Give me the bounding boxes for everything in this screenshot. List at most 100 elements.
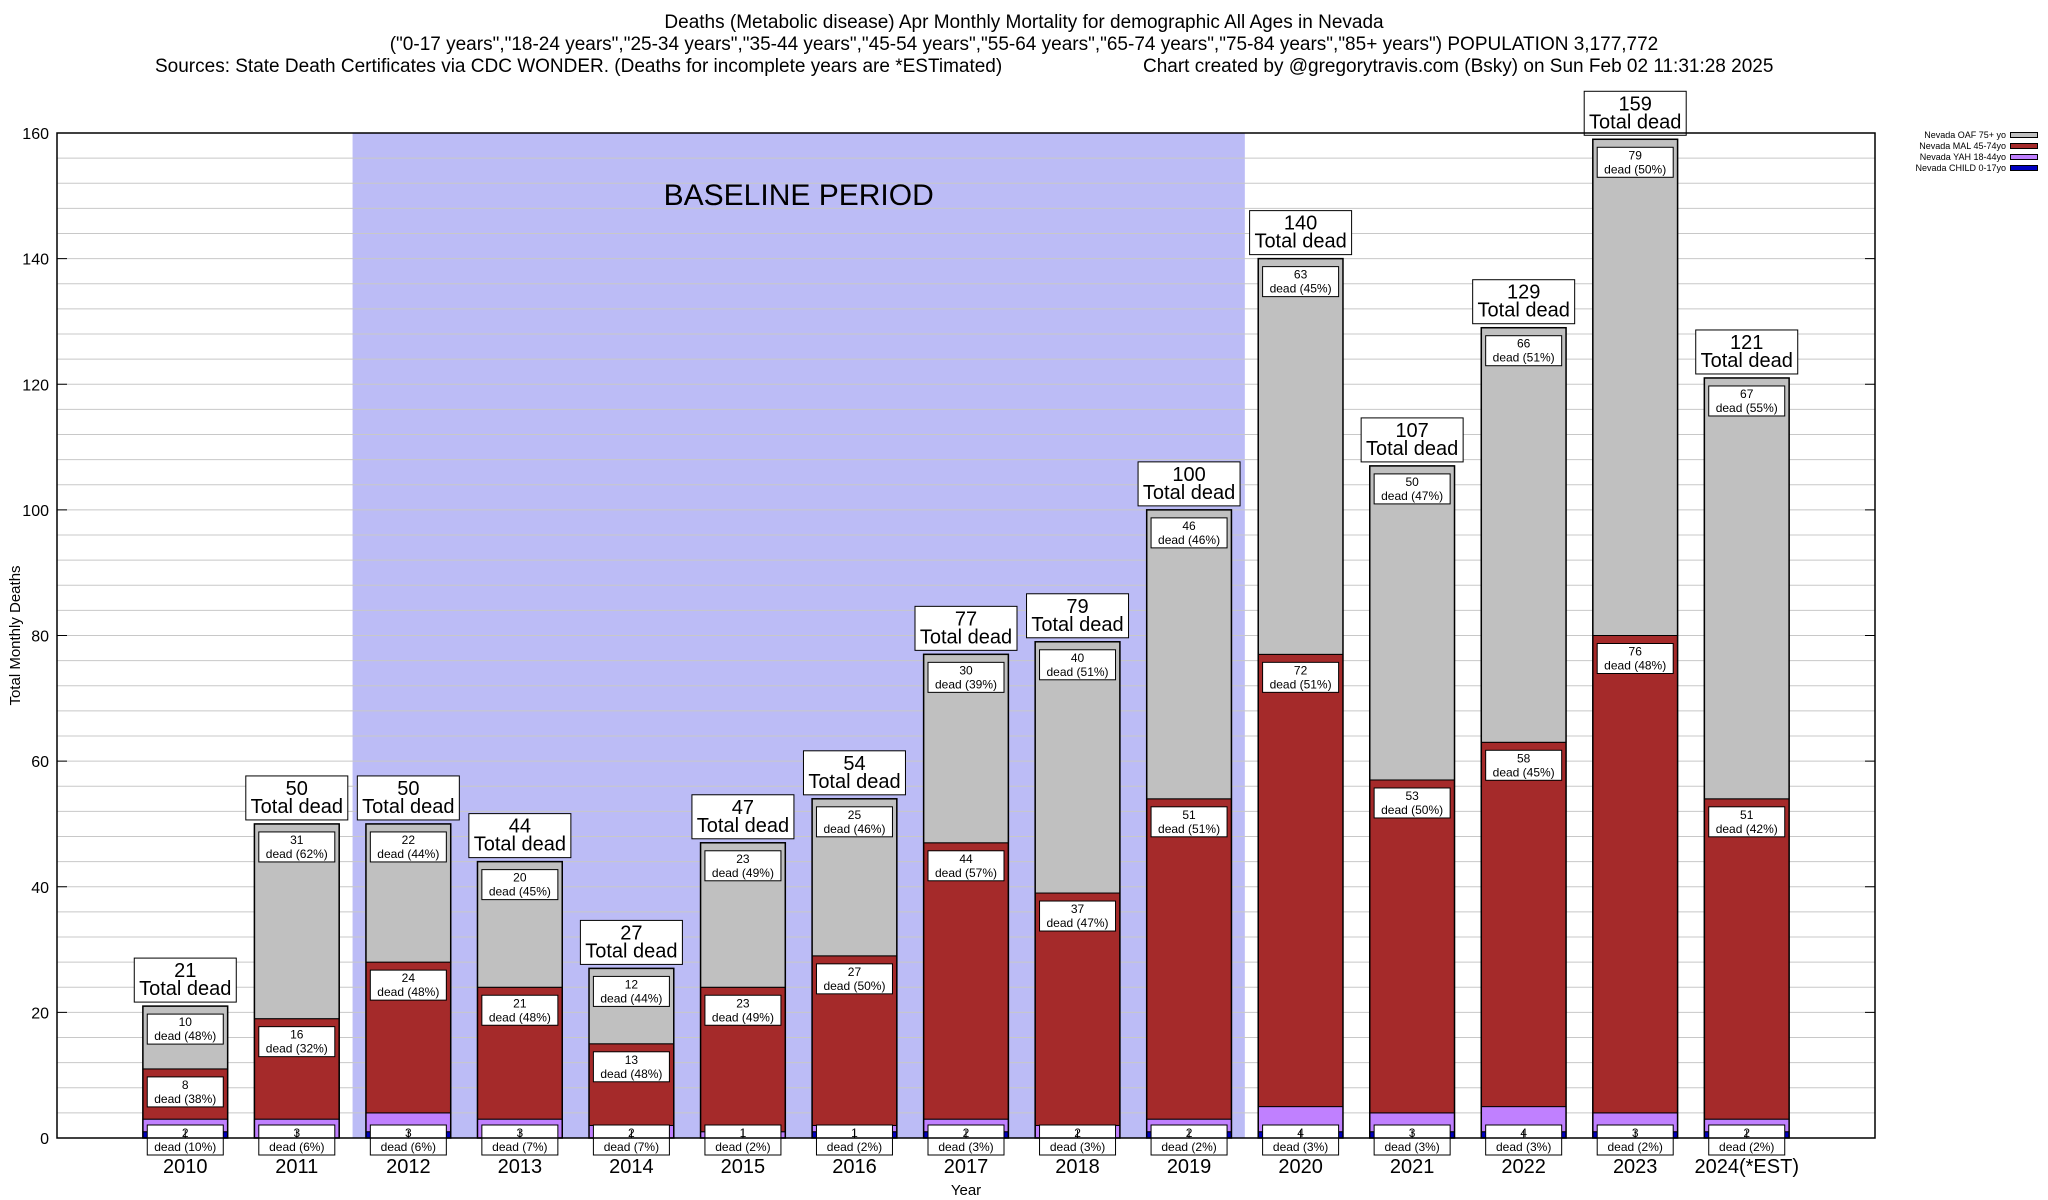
segment-label-box xyxy=(1485,749,1563,781)
total-label-box xyxy=(1360,417,1464,463)
segment-label-count: 30 xyxy=(959,663,973,677)
total-label-value: 50 xyxy=(397,778,419,800)
segment-label-count: 37 xyxy=(1071,902,1085,916)
segment-label-percent: dead (48%) xyxy=(1604,659,1666,673)
bar-segment xyxy=(923,842,1009,1120)
segment-label-count: 72 xyxy=(1294,663,1308,677)
segment-label-count: 8 xyxy=(182,1078,189,1092)
legend-swatch xyxy=(2010,165,2038,171)
segment-label-percent: dead (42%) xyxy=(1716,822,1778,836)
segment-label-percent: dead (32%) xyxy=(266,1042,328,1056)
segment-label-box xyxy=(481,994,559,1026)
segment-label-percent: dead (57%) xyxy=(935,866,997,880)
segment-label-box xyxy=(815,806,893,838)
segment-label-box xyxy=(1708,385,1786,417)
total-label-value: 107 xyxy=(1395,420,1428,442)
segment-label-percent: dead (38%) xyxy=(154,1092,216,1106)
total-label-text: Total dead xyxy=(139,978,231,1000)
segment-label-box xyxy=(1150,517,1228,549)
y-axis-label: Total Monthly Deaths xyxy=(7,565,24,705)
segment-label-count: 16 xyxy=(290,1028,304,1042)
segment-label-count: 50 xyxy=(1405,475,1419,489)
segment-label-count: 27 xyxy=(848,965,862,979)
legend-item: Nevada YAH 18-44yo xyxy=(1862,152,2042,163)
chart-title: Deaths (Metabolic disease) Apr Monthly M… xyxy=(664,12,1384,33)
segment-label-percent: dead (49%) xyxy=(712,866,774,880)
segment-label-percent: dead (46%) xyxy=(823,822,885,836)
segment-label-percent: dead (45%) xyxy=(489,885,551,899)
segment-label-count: 31 xyxy=(290,833,304,847)
segment-label-percent: dead (2%) xyxy=(1719,1140,1774,1154)
segment-label-box xyxy=(369,831,447,863)
total-label-box xyxy=(1583,90,1687,136)
segment-label-box xyxy=(1039,649,1117,681)
segment-label-count: 51 xyxy=(1182,808,1196,822)
total-label-text: Total dead xyxy=(1589,111,1681,133)
chart-legend: Nevada OAF 75+ yo Nevada MAL 45-74yo Nevad… xyxy=(1862,130,2042,174)
x-tick-label: 2024(*EST) xyxy=(1694,1156,1799,1178)
total-label-value: 44 xyxy=(509,816,531,838)
segment-label-box xyxy=(258,831,336,863)
segment-label-count: 67 xyxy=(1740,387,1754,401)
bar-segment xyxy=(1480,741,1567,1108)
total-label-box xyxy=(802,750,906,796)
y-tick-label: 140 xyxy=(22,252,49,269)
legend-item: Nevada MAL 45-74yo xyxy=(1862,141,2042,152)
x-tick-label: 2010 xyxy=(163,1156,208,1178)
plot-frame xyxy=(56,132,1876,1139)
x-tick-label: 2020 xyxy=(1278,1156,1323,1178)
segment-label-count: 20 xyxy=(513,871,527,885)
segment-label-percent: dead (48%) xyxy=(377,985,439,999)
chart-title-block: Deaths (Metabolic disease) Apr Monthly M… xyxy=(0,12,2048,56)
segment-label-percent: dead (50%) xyxy=(1381,803,1443,817)
x-tick-label: 2021 xyxy=(1390,1156,1435,1178)
segment-label-box xyxy=(1262,266,1340,298)
bar-segment xyxy=(1480,327,1567,743)
segment-label-count: 12 xyxy=(625,977,639,991)
segment-label-count: 79 xyxy=(1629,148,1643,162)
segment-label-percent: dead (2%) xyxy=(827,1140,882,1154)
total-label-text: Total dead xyxy=(920,626,1012,648)
segment-label-count: 40 xyxy=(1071,651,1085,665)
segment-label-count: 44 xyxy=(959,852,973,866)
segment-label-percent: dead (44%) xyxy=(600,991,662,1005)
total-label-text: Total dead xyxy=(474,834,566,856)
segment-label-percent: dead (45%) xyxy=(1493,765,1555,779)
segment-label-box xyxy=(927,661,1005,693)
total-label-text: Total dead xyxy=(585,940,677,962)
chart-credit: Chart created by @gregorytravis.com (Bsk… xyxy=(1143,56,1774,77)
bar-segment xyxy=(1257,258,1344,655)
segment-label-box xyxy=(1039,900,1117,932)
total-label-text: Total dead xyxy=(1254,231,1346,253)
segment-label-percent: dead (46%) xyxy=(1158,533,1220,547)
total-label-value: 77 xyxy=(955,608,977,630)
total-label-box xyxy=(914,605,1018,651)
segment-label-percent: dead (49%) xyxy=(712,1010,774,1024)
total-label-value: 50 xyxy=(286,778,308,800)
x-tick-label: 2013 xyxy=(498,1156,543,1178)
total-label-value: 21 xyxy=(174,960,196,982)
segment-label-box xyxy=(1708,806,1786,838)
segment-label-percent: dead (2%) xyxy=(1161,1140,1216,1154)
y-tick-label: 60 xyxy=(31,754,49,771)
segment-label-box xyxy=(1485,335,1563,367)
segment-label-count: 22 xyxy=(402,833,416,847)
segment-label-count: 23 xyxy=(736,852,750,866)
segment-label-percent: dead (62%) xyxy=(266,847,328,861)
segment-label-percent: dead (3%) xyxy=(1384,1140,1439,1154)
y-tick-label: 100 xyxy=(22,503,49,520)
total-label-text: Total dead xyxy=(1701,350,1793,372)
total-label-value: 27 xyxy=(620,922,642,944)
segment-label-box xyxy=(704,850,782,882)
total-label-box xyxy=(1472,279,1576,325)
segment-label-percent: dead (44%) xyxy=(377,847,439,861)
segment-label-percent: dead (51%) xyxy=(1270,677,1332,691)
segment-label-box xyxy=(1596,643,1674,674)
chart-subtitle: ("0-17 years","18-24 years","25-34 years… xyxy=(389,34,1659,55)
total-label-text: Total dead xyxy=(362,796,454,818)
segment-label-percent: dead (51%) xyxy=(1047,665,1109,679)
total-label-value: 129 xyxy=(1507,282,1540,304)
segment-label-percent: dead (2%) xyxy=(715,1140,770,1154)
segment-label-percent: dead (51%) xyxy=(1158,822,1220,836)
